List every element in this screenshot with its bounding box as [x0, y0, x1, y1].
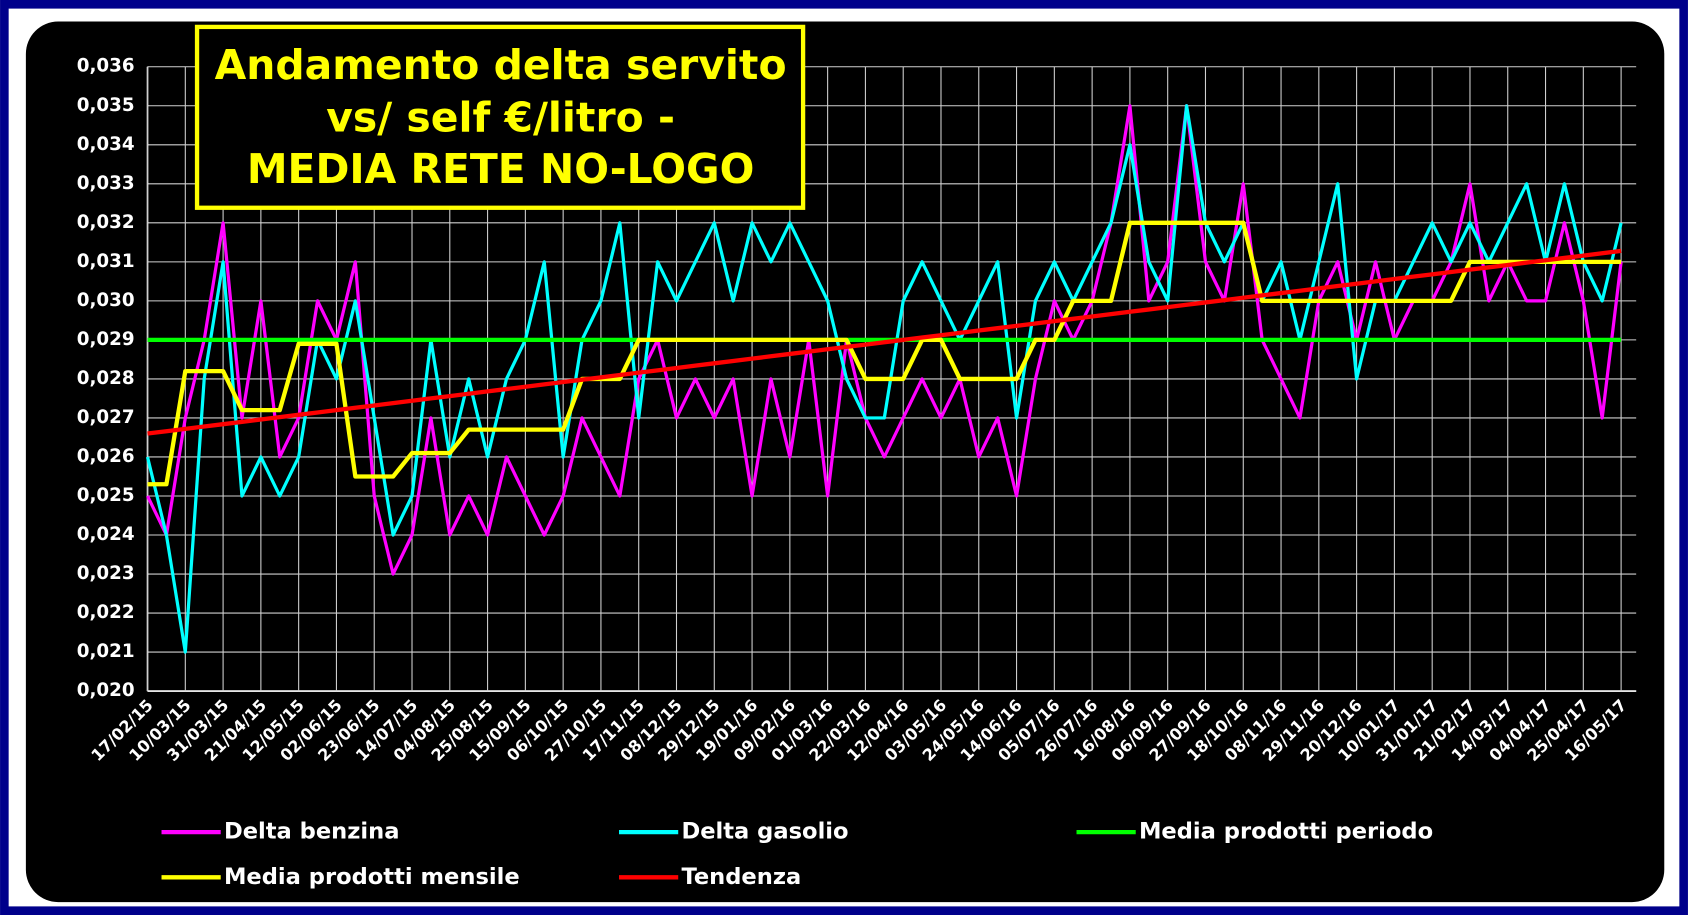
chart-title: MEDIA RETE NO-LOGO — [247, 145, 755, 193]
y-tick-label: 0,032 — [77, 212, 135, 233]
series-line — [146, 104, 1623, 576]
y-tick-label: 0,029 — [77, 329, 135, 350]
y-tick-label: 0,028 — [77, 368, 135, 389]
legend-label: Delta benzina — [224, 819, 400, 845]
y-tick-label: 0,025 — [77, 485, 135, 506]
y-tick-label: 0,023 — [77, 563, 135, 584]
series-line — [147, 248, 1622, 436]
legend-label: Media prodotti periodo — [1139, 819, 1433, 845]
series-line — [147, 220, 1622, 487]
legend-label: Tendenza — [681, 864, 801, 890]
y-tick-label: 0,024 — [77, 524, 135, 545]
lines — [145, 104, 1623, 654]
y-tick-label: 0,033 — [77, 173, 135, 194]
y-tick-label: 0,026 — [77, 446, 135, 467]
chart-background — [25, 21, 1665, 903]
y-tick-label: 0,031 — [77, 251, 135, 272]
y-tick-label: 0,027 — [77, 407, 135, 428]
y-tick-label: 0,035 — [77, 95, 135, 116]
legend-label: Media prodotti mensile — [224, 864, 520, 890]
y-tick-label: 0,022 — [77, 602, 135, 623]
y-tick-label: 0,034 — [77, 134, 135, 155]
legend-label: Delta gasolio — [681, 819, 848, 845]
chart-title: Andamento delta servito — [215, 41, 787, 89]
y-tick-label: 0,030 — [77, 290, 135, 311]
title-box — [194, 24, 806, 210]
chart-title: vs/ self €/litro - — [326, 94, 675, 142]
y-tick-label: 0,036 — [77, 56, 135, 77]
legend: Delta benzina Delta gasolio Media prodotti… — [161, 819, 1433, 890]
y-tick-label: 0,020 — [77, 680, 135, 701]
y-tick-label: 0,021 — [77, 641, 135, 662]
